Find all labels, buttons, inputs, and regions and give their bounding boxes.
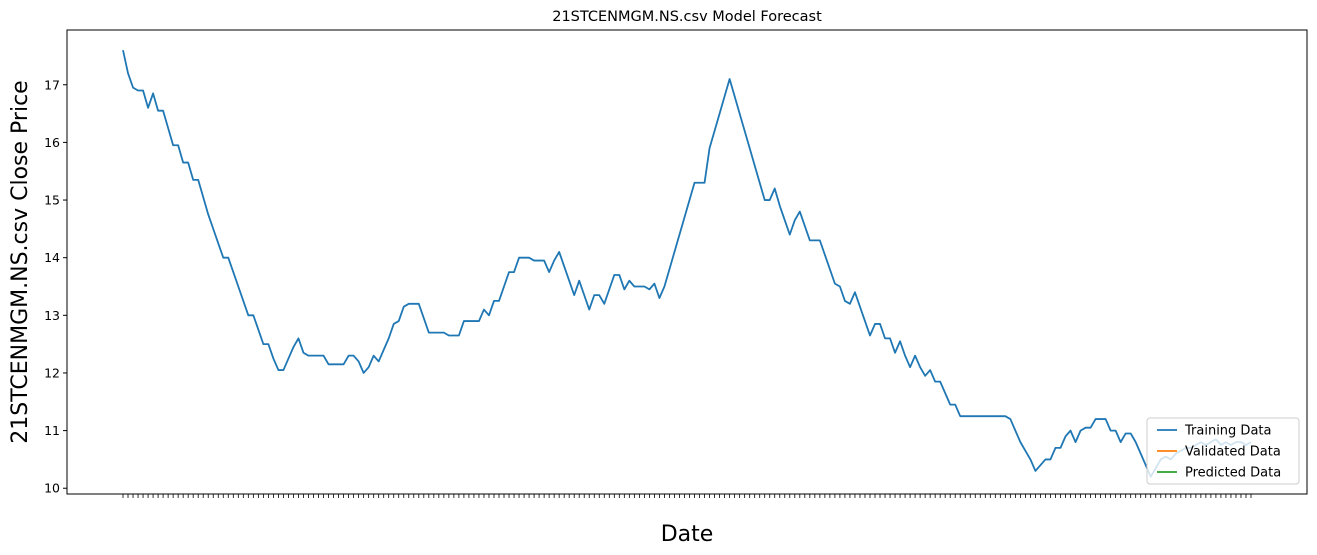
legend-entry-1: Training Data (1184, 424, 1271, 439)
y-tick-label: 13 (44, 308, 60, 323)
y-tick-label: 11 (44, 423, 60, 438)
x-axis (122, 494, 1252, 498)
y-tick-label: 15 (44, 193, 60, 208)
y-tick-label: 17 (44, 77, 60, 92)
plot-frame (66, 29, 1308, 495)
y-tick-label: 16 (44, 135, 60, 150)
y-axis-label: 21STCENMGM.NS.csv Close Price (8, 80, 33, 443)
x-axis-label: Date (661, 522, 714, 547)
legend-entry-3: Predicted Data (1185, 466, 1281, 481)
legend: Training Data Validated Data Predicted Dat… (1146, 417, 1300, 485)
y-tick-label: 14 (44, 250, 60, 265)
series-layer (122, 49, 1252, 478)
legend-entry-2: Validated Data (1185, 445, 1281, 460)
chart-title: 21STCENMGM.NS.csv Model Forecast (552, 9, 822, 25)
legend-box (1146, 417, 1300, 485)
y-axis: 10 11 12 13 14 15 16 17 (44, 77, 67, 496)
y-tick-label: 10 (44, 481, 60, 496)
y-tick-label: 12 (44, 365, 60, 380)
series-line-1 (122, 49, 1252, 478)
